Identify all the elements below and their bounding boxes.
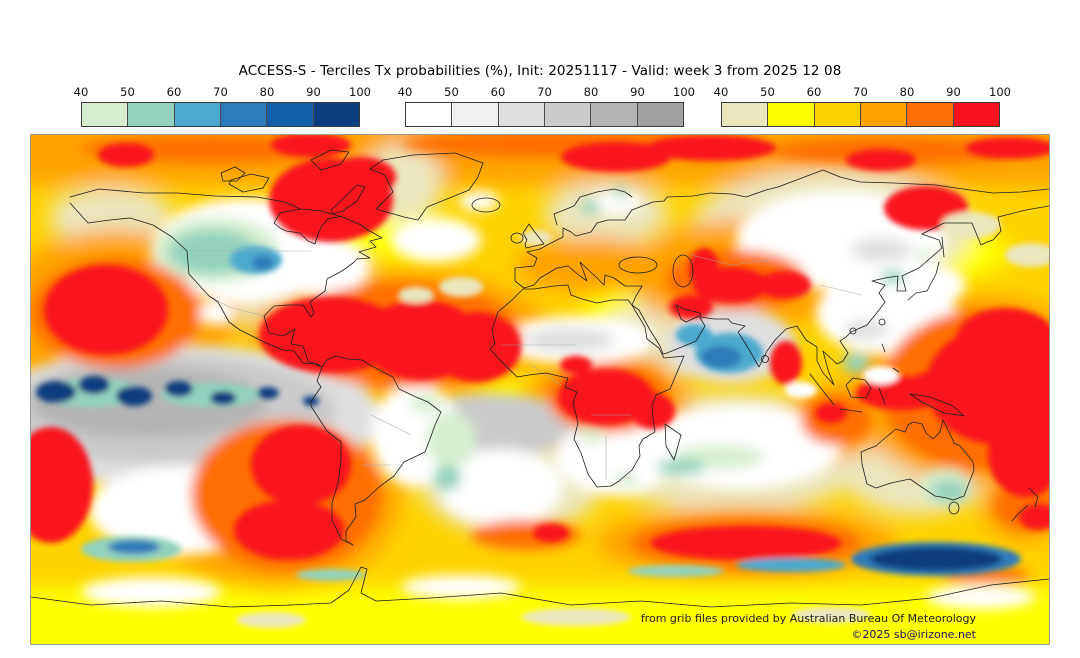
colorbar-near-normal: 40 50 60 70 80 90 100 (398, 85, 695, 127)
colorbar-tick-label: 60 (806, 85, 822, 99)
colorbar-above-normal: 40 50 60 70 80 90 100 (714, 85, 1011, 127)
colorbar-cell (543, 103, 591, 126)
colorbar-cell (722, 103, 768, 126)
country-borders (187, 250, 862, 480)
colorbar-tick-label: 90 (946, 85, 961, 99)
page-title: ACCESS-S - Terciles Tx probabilities (%)… (238, 63, 842, 79)
colorbar-cell (636, 103, 683, 126)
colorbar-tick-label: 40 (397, 85, 413, 99)
colorbar-cell (767, 103, 814, 126)
colorbar-tick-label: 60 (490, 85, 506, 99)
colorbar-cell (219, 103, 267, 126)
map-core-fields (31, 135, 1049, 628)
colorbar-cell (406, 103, 452, 126)
colorbar-cell (906, 103, 953, 126)
colorbar-cell (127, 103, 174, 126)
colorbar-cells (81, 102, 360, 127)
colorbar-tick-label: 40 (713, 85, 729, 99)
colorbar-cell (590, 103, 637, 126)
coastlines (31, 149, 1049, 608)
colorbar-cell (266, 103, 313, 126)
colorbar-cells (405, 102, 684, 127)
colorbar-tick-label: 90 (630, 85, 645, 99)
colorbar-cell (82, 103, 128, 126)
colorbar-cell (451, 103, 498, 126)
colorbar-tick-label: 80 (583, 85, 599, 99)
colorbar-tick-label: 60 (166, 85, 182, 99)
colorbar-cells (721, 102, 1000, 127)
map-canvas: from grib files provided by Australian B… (31, 135, 1049, 644)
colorbar-tick-label: 90 (306, 85, 321, 99)
colorbar-tick-label: 70 (213, 85, 228, 99)
colorbar-cell (173, 103, 220, 126)
colorbar-tick-label: 50 (444, 85, 459, 99)
colorbar-below-normal: 40 50 60 70 80 90 100 (74, 85, 371, 127)
colorbar-tick-label: 50 (760, 85, 775, 99)
map-credit-line: from grib files provided by Australian B… (641, 612, 977, 625)
colorbar-tick-label: 40 (73, 85, 89, 99)
colorbar-tick-label: 100 (349, 85, 371, 99)
colorbar-ticks: 40 50 60 70 80 90 100 (74, 85, 371, 101)
map-copyright-line: ©2025 sb@irizone.net (851, 628, 976, 641)
colorbar-tick-label: 100 (673, 85, 695, 99)
colorbar-tick-label: 50 (120, 85, 135, 99)
colorbar-ticks: 40 50 60 70 80 90 100 (398, 85, 695, 101)
colorbar-tick-label: 70 (537, 85, 552, 99)
colorbar-tick-label: 80 (259, 85, 275, 99)
colorbar-cell (952, 103, 999, 126)
colorbar-tick-label: 80 (899, 85, 915, 99)
colorbar-cell (859, 103, 907, 126)
colorbar-cell (813, 103, 860, 126)
colorbar-ticks: 40 50 60 70 80 90 100 (714, 85, 1011, 101)
world-probability-map: from grib files provided by Australian B… (30, 134, 1050, 645)
colorbar-cell (312, 103, 359, 126)
colorbar-cell (497, 103, 544, 126)
colorbar-tick-label: 70 (853, 85, 868, 99)
colorbar-tick-label: 100 (989, 85, 1011, 99)
